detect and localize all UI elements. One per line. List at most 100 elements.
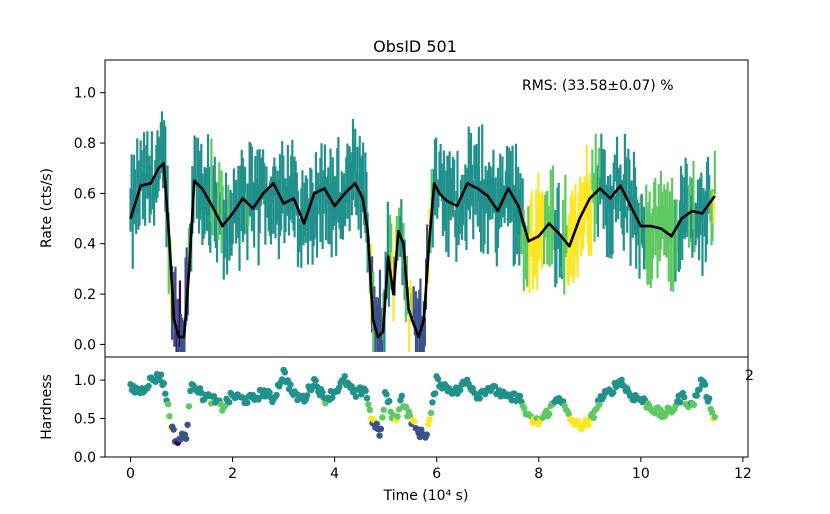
hardness-point [701, 381, 709, 388]
hardness-y-tick-label: 0.0 [74, 450, 96, 466]
x-tick-label: 2 [228, 466, 237, 482]
hardness-point [373, 420, 380, 428]
hardness-point [711, 413, 719, 421]
hardness-point [491, 383, 499, 390]
stray-tick-label: 2 [745, 368, 754, 384]
rate-smooth-line [129, 161, 716, 339]
rate-y-tick-label: 1.0 [74, 86, 96, 102]
hardness-point [365, 401, 372, 408]
x-tick-label: 6 [432, 466, 441, 482]
rate-y-tick-label: 0.8 [74, 136, 96, 152]
x-tick-label: 10 [632, 466, 650, 482]
hardness-point [281, 369, 289, 376]
hardness-points [127, 366, 719, 446]
rate-y-tick-label: 0.6 [74, 186, 96, 202]
hardness-panel: 0.0 0.5 1.0 Hardness 0 2 4 6 8 10 12 Time (10⁴ s… [39, 356, 754, 504]
hardness-point [352, 393, 360, 400]
hardness-point [363, 394, 371, 402]
hardness-point [516, 392, 524, 400]
rate-y-tick-label: 0.4 [74, 237, 96, 253]
hardness-point [402, 403, 410, 411]
hardness-point [565, 410, 572, 418]
hardness-point [379, 414, 386, 421]
hardness-y-axis-label: Hardness [39, 374, 55, 440]
hardness-point [304, 392, 311, 399]
hardness-point [411, 418, 418, 425]
hardness-point [377, 425, 385, 433]
hardness-point [376, 432, 383, 439]
hardness-point [708, 409, 716, 416]
hardness-point [341, 372, 348, 380]
hardness-point [226, 399, 233, 406]
hardness-y-ticks: 0.0 0.5 1.0 [74, 373, 105, 466]
x-tick-label: 4 [330, 466, 339, 482]
hardness-point [329, 394, 336, 401]
hardness-point [590, 414, 597, 422]
hardness-point [255, 396, 262, 403]
rms-annotation: RMS: (33.58±0.07) % [522, 78, 674, 94]
hardness-point [398, 392, 406, 400]
x-axis-label: Time (10⁴ s) [383, 488, 469, 504]
hardness-point [312, 377, 319, 384]
hardness-point [182, 435, 190, 442]
hardness-point [425, 421, 432, 428]
chart-title: ObsID 501 [373, 37, 457, 56]
hardness-point [319, 389, 326, 396]
hardness-point [618, 376, 625, 384]
hardness-point [423, 431, 431, 438]
hardness-point [394, 413, 401, 420]
hardness-point [383, 391, 390, 398]
hardness-panel-frame [104, 356, 749, 458]
hardness-point [164, 400, 172, 408]
rate-y-axis-label: Rate (cts/s) [39, 168, 55, 248]
x-tick-label: 12 [734, 466, 752, 482]
hardness-point [696, 386, 703, 393]
hardness-point [431, 390, 439, 397]
hardness-point [184, 421, 191, 428]
hardness-point [170, 426, 177, 433]
hardness-point [585, 421, 592, 429]
hardness-point [426, 416, 433, 423]
hardness-point [434, 375, 442, 383]
hardness-point [287, 381, 294, 388]
rate-error-bars [129, 111, 716, 352]
hardness-y-tick-label: 0.5 [74, 412, 96, 428]
hardness-point [366, 406, 374, 414]
hardness-point [681, 394, 688, 401]
hardness-point [380, 406, 387, 414]
hardness-point [362, 387, 369, 395]
hardness-point [546, 410, 553, 418]
hardness-point [521, 405, 528, 412]
hardness-point [166, 413, 173, 420]
hardness-point [160, 380, 168, 387]
rate-y-tick-label: 0.2 [74, 287, 96, 303]
hardness-point [157, 371, 165, 378]
hardness-point [610, 389, 617, 396]
hardness-point [706, 395, 713, 402]
hardness-point [690, 401, 698, 409]
hardness-point [162, 390, 169, 397]
hardness-point [244, 399, 251, 406]
hardness-point [596, 401, 603, 408]
hardness-point [427, 409, 435, 417]
x-tick-label: 8 [534, 466, 543, 482]
hardness-point [386, 397, 393, 405]
rate-smooth-line-group [129, 161, 716, 339]
hardness-point [185, 403, 193, 410]
hardness-y-tick-label: 1.0 [74, 373, 96, 389]
hardness-point [273, 391, 280, 399]
rate-panel: 0.0 0.2 0.4 0.6 0.8 1.0 Rate (cts/s) RMS: (33… [39, 59, 749, 358]
hardness-point [457, 386, 464, 394]
hardness-point [676, 399, 684, 406]
hardness-point [693, 392, 700, 399]
x-tick-label: 0 [126, 466, 135, 482]
hardness-point [266, 389, 273, 396]
hardness-point [476, 395, 483, 402]
hardness-point [429, 399, 436, 406]
rate-y-tick-label: 0.0 [74, 337, 96, 353]
hardness-point [145, 382, 152, 390]
x-ticks: 0 2 4 6 8 10 12 [126, 457, 752, 482]
rate-y-ticks: 0.0 0.2 0.4 0.6 0.8 1.0 [74, 86, 105, 353]
